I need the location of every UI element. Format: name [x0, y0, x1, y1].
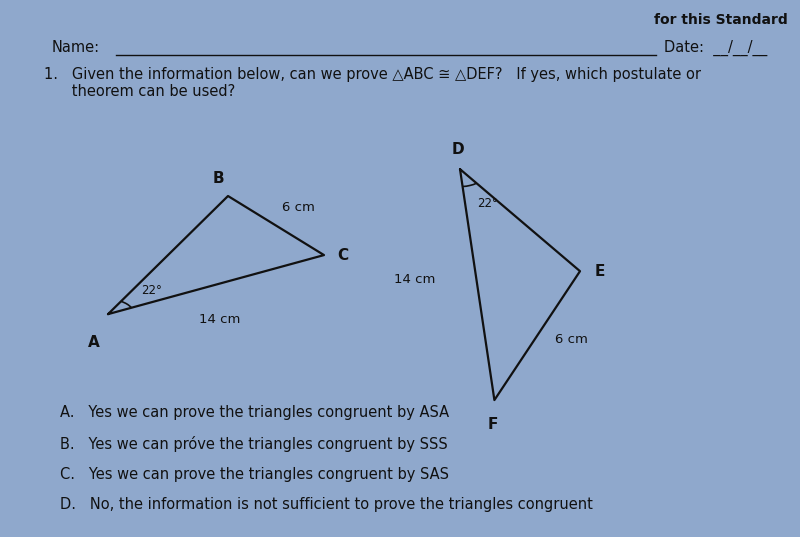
- Text: 1.   Given the information below, can we prove △ABC ≅ △DEF?   If yes, which post: 1. Given the information below, can we p…: [44, 67, 701, 82]
- Text: 22°: 22°: [142, 284, 162, 297]
- Text: 14 cm: 14 cm: [199, 313, 241, 325]
- Text: D: D: [452, 142, 465, 157]
- Text: E: E: [594, 264, 605, 279]
- Text: B: B: [213, 171, 224, 186]
- Text: theorem can be used?: theorem can be used?: [44, 84, 235, 99]
- Text: A: A: [88, 335, 99, 350]
- Text: 6 cm: 6 cm: [282, 201, 315, 214]
- Text: 6 cm: 6 cm: [555, 333, 588, 346]
- Text: Date:  __/__/__: Date: __/__/__: [664, 40, 767, 56]
- Text: B.   Yes we can próve the triangles congruent by SSS: B. Yes we can próve the triangles congru…: [60, 436, 448, 452]
- Text: D.   No, the information is not sufficient to prove the triangles congruent: D. No, the information is not sufficient…: [60, 497, 593, 512]
- Text: for this Standard: for this Standard: [654, 13, 788, 27]
- Text: C.   Yes we can prove the triangles congruent by SAS: C. Yes we can prove the triangles congru…: [60, 467, 449, 482]
- Text: 22°: 22°: [478, 197, 498, 210]
- Text: A.   Yes we can prove the triangles congruent by ASA: A. Yes we can prove the triangles congru…: [60, 405, 449, 420]
- Text: 14 cm: 14 cm: [394, 273, 435, 286]
- Text: Name:: Name:: [52, 40, 100, 55]
- Text: C: C: [337, 248, 348, 263]
- Text: F: F: [488, 417, 498, 432]
